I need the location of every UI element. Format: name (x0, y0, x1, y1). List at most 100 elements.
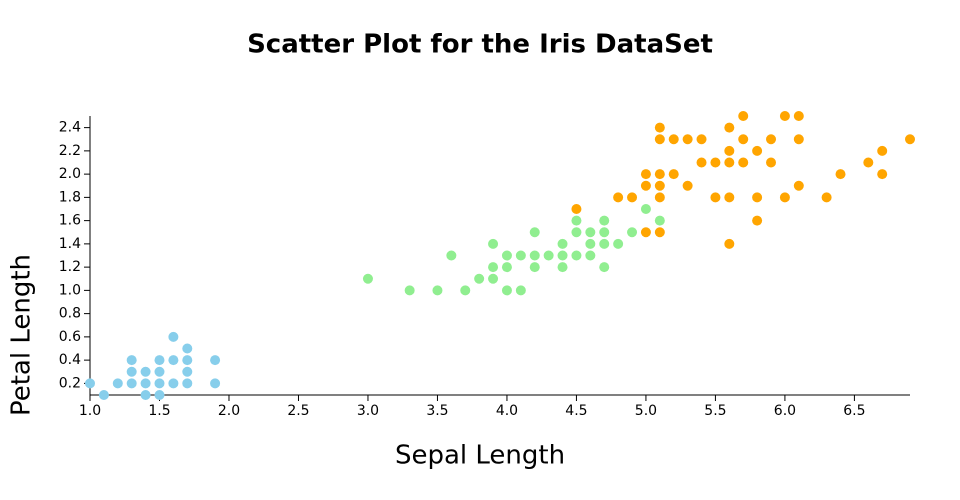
point (724, 157, 735, 168)
point (738, 111, 749, 121)
point (752, 145, 763, 156)
x-tick-label: 5.5 (704, 403, 726, 419)
y-tick-label: 2.2 (59, 143, 81, 159)
point (460, 285, 471, 296)
point (585, 238, 596, 249)
point (404, 285, 415, 296)
point (793, 134, 804, 145)
x-tick-label: 6.0 (774, 403, 796, 419)
point (877, 145, 888, 156)
point (571, 227, 582, 238)
point (529, 227, 540, 238)
x-tick-label: 6.5 (843, 403, 865, 419)
point (557, 238, 568, 249)
point (724, 238, 735, 249)
point (571, 215, 582, 226)
point (779, 192, 790, 203)
x-tick-label: 4.0 (496, 403, 518, 419)
point (126, 355, 137, 366)
point (432, 285, 443, 296)
point (654, 227, 665, 238)
point (182, 366, 193, 377)
point (696, 157, 707, 168)
point (766, 134, 777, 145)
y-tick-label: 0.4 (59, 352, 81, 368)
point (613, 192, 624, 203)
point (599, 227, 610, 238)
point (710, 192, 721, 203)
point (501, 262, 512, 273)
point (515, 250, 526, 261)
y-tick-label: 1.6 (59, 213, 81, 229)
point (627, 192, 638, 203)
point (835, 169, 846, 180)
point (210, 355, 221, 366)
point (599, 215, 610, 226)
point (182, 378, 193, 389)
point (738, 134, 749, 145)
point (724, 145, 735, 156)
point (724, 192, 735, 203)
point (654, 169, 665, 180)
y-tick-label: 1.2 (59, 259, 81, 275)
point (821, 192, 832, 203)
x-tick-label: 4.5 (565, 403, 587, 419)
point (85, 378, 95, 389)
point (640, 227, 651, 238)
y-tick-label: 2.4 (59, 120, 81, 136)
point (613, 238, 624, 249)
point (557, 250, 568, 261)
point (752, 215, 763, 226)
x-tick-label: 1.0 (79, 403, 101, 419)
y-tick-label: 1.0 (59, 282, 81, 298)
point (905, 134, 915, 145)
point (640, 204, 651, 214)
point (682, 180, 693, 191)
point (682, 134, 693, 145)
point (446, 250, 457, 261)
point (654, 134, 665, 145)
point (210, 378, 221, 389)
point (98, 390, 109, 400)
point (168, 331, 179, 342)
point (654, 215, 665, 226)
x-tick-label: 5.0 (635, 403, 657, 419)
point (140, 390, 151, 400)
point (585, 227, 596, 238)
point (863, 157, 874, 168)
x-tick-label: 1.5 (148, 403, 170, 419)
point (877, 169, 888, 180)
y-tick-label: 1.4 (59, 236, 81, 252)
point (488, 262, 499, 273)
point (766, 157, 777, 168)
point (154, 378, 165, 389)
y-axis-title: Petal Length (7, 254, 37, 416)
point (515, 285, 526, 296)
point (529, 262, 540, 273)
point (140, 366, 151, 377)
point (182, 355, 193, 366)
point (168, 355, 179, 366)
y-tick-label: 1.8 (59, 189, 81, 205)
x-tick-label: 3.0 (357, 403, 379, 419)
point (668, 169, 679, 180)
point (488, 238, 499, 249)
point (599, 262, 610, 273)
point (168, 378, 179, 389)
point (126, 366, 137, 377)
chart-title: Scatter Plot for the Iris DataSet (247, 30, 713, 60)
point (571, 204, 582, 214)
point (571, 250, 582, 261)
point (182, 343, 193, 354)
point (738, 157, 749, 168)
point (488, 273, 499, 284)
point (154, 366, 165, 377)
point (501, 285, 512, 296)
point (627, 227, 638, 238)
point (474, 273, 485, 284)
y-tick-label: 0.8 (59, 306, 81, 322)
point (668, 134, 679, 145)
y-tick-label: 0.6 (59, 329, 81, 345)
point (654, 192, 665, 203)
point (654, 180, 665, 191)
